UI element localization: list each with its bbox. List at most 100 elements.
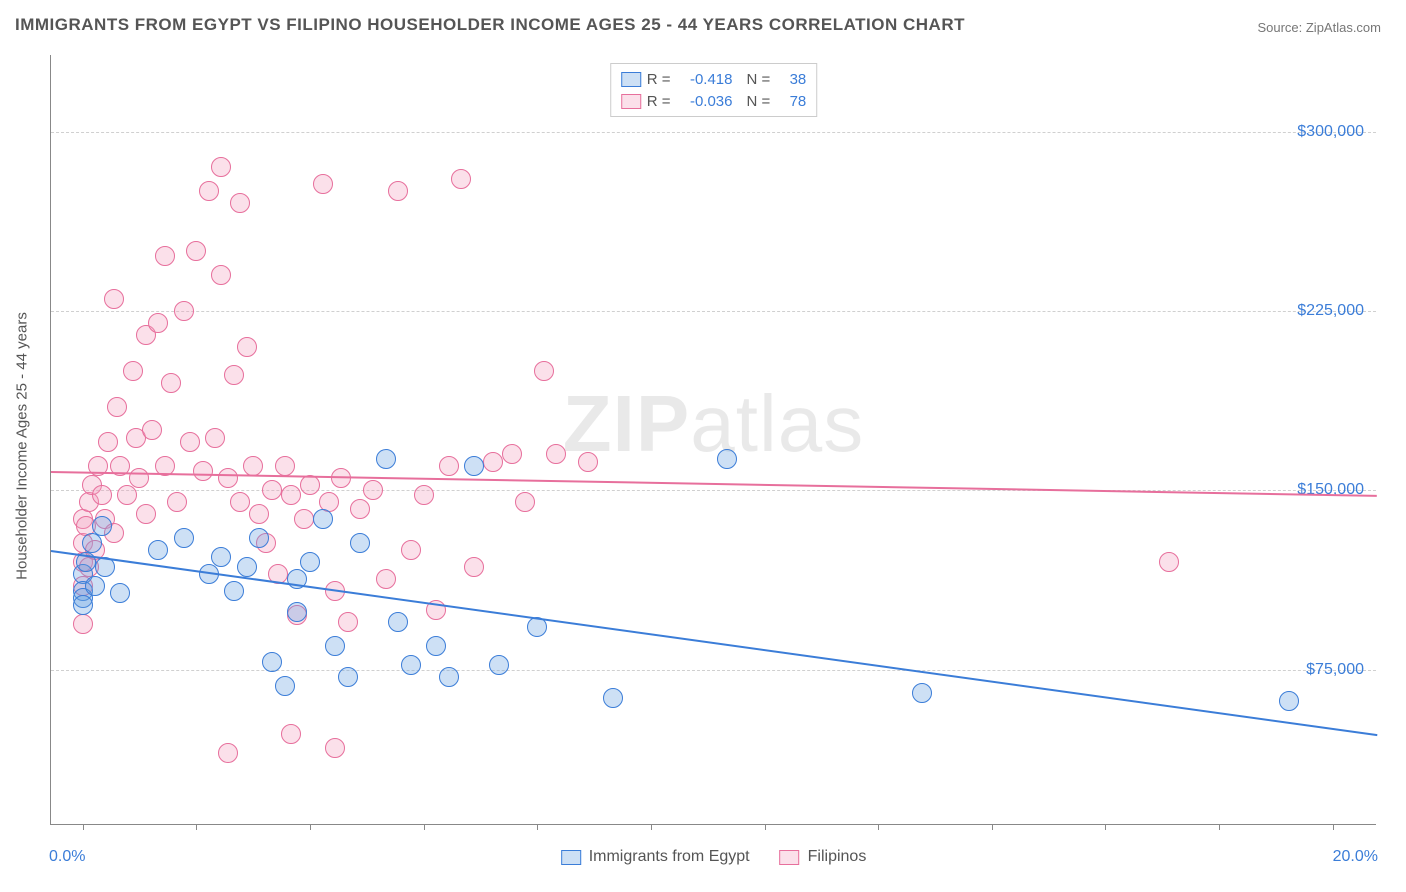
y-tick-label: $75,000 bbox=[1306, 661, 1364, 679]
scatter-point bbox=[73, 614, 93, 634]
scatter-point bbox=[230, 492, 250, 512]
scatter-point bbox=[211, 265, 231, 285]
scatter-point bbox=[237, 557, 257, 577]
scatter-point bbox=[237, 337, 257, 357]
scatter-point bbox=[1159, 552, 1179, 572]
scatter-point bbox=[92, 485, 112, 505]
scatter-point bbox=[275, 456, 295, 476]
scatter-point bbox=[110, 583, 130, 603]
scatter-point bbox=[92, 516, 112, 536]
legend-swatch-filipinos bbox=[621, 94, 641, 109]
scatter-point bbox=[325, 738, 345, 758]
scatter-point bbox=[224, 365, 244, 385]
r-value-egypt: -0.418 bbox=[677, 71, 733, 88]
scatter-point bbox=[211, 547, 231, 567]
scatter-point bbox=[85, 576, 105, 596]
x-axis-max-label: 20.0% bbox=[1333, 848, 1378, 866]
legend-swatch-filipinos bbox=[780, 850, 800, 865]
scatter-point bbox=[313, 174, 333, 194]
legend-item-egypt: Immigrants from Egypt bbox=[561, 848, 750, 866]
scatter-point bbox=[174, 528, 194, 548]
scatter-point bbox=[603, 688, 623, 708]
scatter-point bbox=[350, 499, 370, 519]
legend-item-filipinos: Filipinos bbox=[780, 848, 867, 866]
scatter-point bbox=[224, 581, 244, 601]
scatter-point bbox=[489, 655, 509, 675]
watermark: ZIPatlas bbox=[563, 378, 864, 470]
scatter-point bbox=[388, 181, 408, 201]
scatter-point bbox=[243, 456, 263, 476]
scatter-point bbox=[546, 444, 566, 464]
r-label: R = bbox=[647, 93, 671, 110]
scatter-point bbox=[401, 655, 421, 675]
trend-line bbox=[51, 471, 1377, 497]
scatter-point bbox=[174, 301, 194, 321]
gridline-h bbox=[51, 132, 1376, 133]
scatter-point bbox=[167, 492, 187, 512]
scatter-point bbox=[230, 193, 250, 213]
trend-line bbox=[51, 550, 1377, 736]
scatter-point bbox=[148, 313, 168, 333]
scatter-point bbox=[249, 528, 269, 548]
scatter-point bbox=[338, 667, 358, 687]
y-tick-label: $225,000 bbox=[1297, 302, 1364, 320]
scatter-point bbox=[578, 452, 598, 472]
x-axis-min-label: 0.0% bbox=[49, 848, 85, 866]
legend-label-egypt: Immigrants from Egypt bbox=[589, 848, 750, 866]
y-axis-label: Householder Income Ages 25 - 44 years bbox=[14, 312, 31, 580]
scatter-point bbox=[117, 485, 137, 505]
scatter-point bbox=[142, 420, 162, 440]
scatter-point bbox=[313, 509, 333, 529]
scatter-point bbox=[414, 485, 434, 505]
legend-row-series-1: R = -0.036 N = 78 bbox=[621, 90, 807, 112]
source-link[interactable]: ZipAtlas.com bbox=[1306, 20, 1381, 35]
scatter-point bbox=[502, 444, 522, 464]
x-tick-mark bbox=[310, 824, 311, 830]
scatter-point bbox=[376, 449, 396, 469]
scatter-point bbox=[218, 468, 238, 488]
scatter-point bbox=[287, 602, 307, 622]
r-value-filipinos: -0.036 bbox=[677, 93, 733, 110]
scatter-point bbox=[73, 595, 93, 615]
source-prefix: Source: bbox=[1257, 20, 1305, 35]
scatter-point bbox=[464, 456, 484, 476]
x-tick-mark bbox=[1219, 824, 1220, 830]
scatter-point bbox=[376, 569, 396, 589]
scatter-point bbox=[325, 636, 345, 656]
scatter-point bbox=[193, 461, 213, 481]
scatter-point bbox=[180, 432, 200, 452]
scatter-point bbox=[515, 492, 535, 512]
scatter-point bbox=[211, 157, 231, 177]
x-tick-mark bbox=[1333, 824, 1334, 830]
chart-title: IMMIGRANTS FROM EGYPT VS FILIPINO HOUSEH… bbox=[15, 15, 965, 35]
x-tick-mark bbox=[196, 824, 197, 830]
y-tick-label: $300,000 bbox=[1297, 123, 1364, 141]
x-tick-mark bbox=[878, 824, 879, 830]
scatter-point bbox=[426, 636, 446, 656]
scatter-point bbox=[300, 475, 320, 495]
x-tick-mark bbox=[1105, 824, 1106, 830]
scatter-point bbox=[129, 468, 149, 488]
x-tick-mark bbox=[83, 824, 84, 830]
scatter-point bbox=[218, 743, 238, 763]
scatter-point bbox=[262, 480, 282, 500]
series-legend: Immigrants from Egypt Filipinos bbox=[561, 848, 867, 866]
x-tick-mark bbox=[537, 824, 538, 830]
scatter-point bbox=[401, 540, 421, 560]
n-label: N = bbox=[747, 71, 771, 88]
scatter-point bbox=[912, 683, 932, 703]
correlation-legend: R = -0.418 N = 38 R = -0.036 N = 78 bbox=[610, 63, 818, 117]
scatter-point bbox=[136, 504, 156, 524]
scatter-plot-area: ZIPatlas R = -0.418 N = 38 R = -0.036 N … bbox=[50, 55, 1376, 825]
x-tick-mark bbox=[765, 824, 766, 830]
legend-swatch-egypt bbox=[561, 850, 581, 865]
r-label: R = bbox=[647, 71, 671, 88]
scatter-point bbox=[534, 361, 554, 381]
scatter-point bbox=[281, 724, 301, 744]
scatter-point bbox=[483, 452, 503, 472]
scatter-point bbox=[104, 289, 124, 309]
legend-row-series-0: R = -0.418 N = 38 bbox=[621, 68, 807, 90]
scatter-point bbox=[148, 540, 168, 560]
scatter-point bbox=[294, 509, 314, 529]
scatter-point bbox=[199, 181, 219, 201]
